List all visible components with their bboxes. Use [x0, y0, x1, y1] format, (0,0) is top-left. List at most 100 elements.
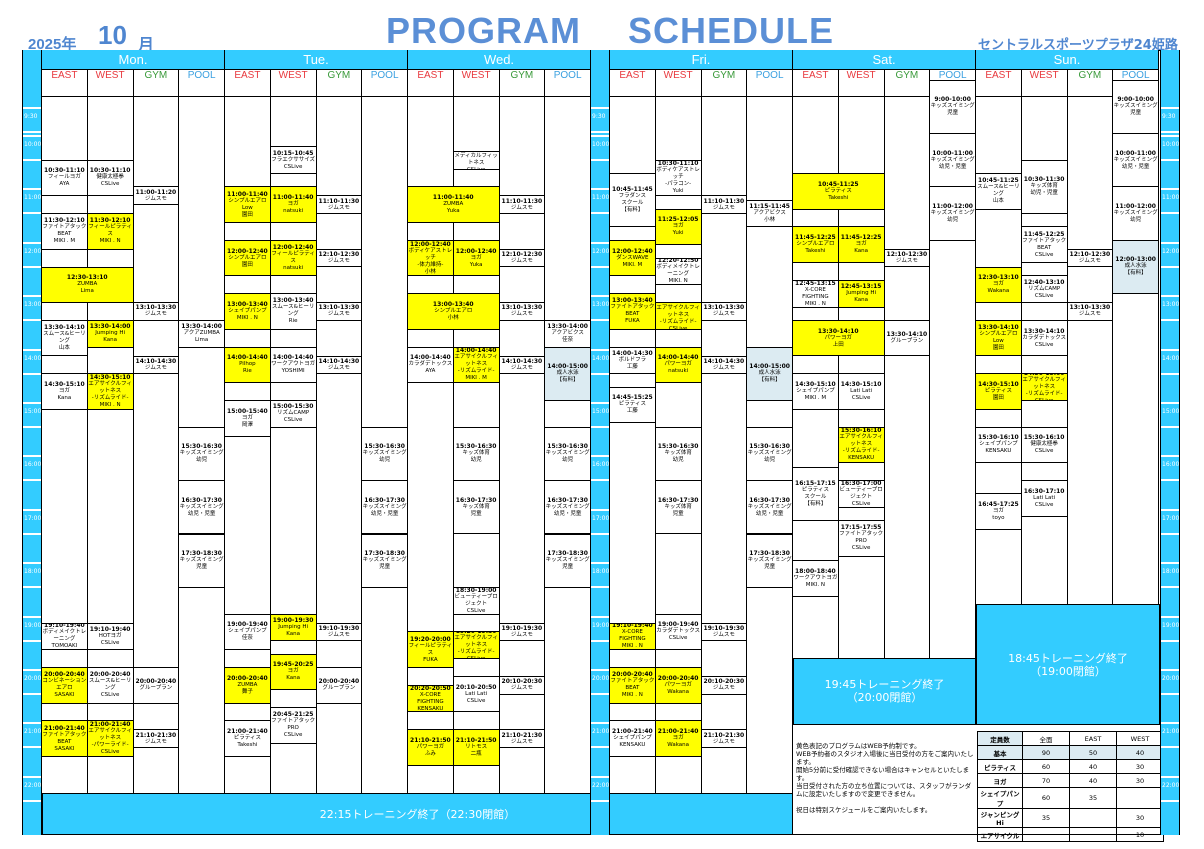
- class-cell[interactable]: 11:30-12:10 フィールピラティス MIKI . N: [86, 213, 134, 250]
- class-cell[interactable]: 15:00-15:30 リズムCAMP CSLive: [269, 400, 317, 428]
- class-cell[interactable]: 13:00-13:40 ファイトアタック BEAT FUKA: [609, 293, 656, 330]
- class-cell[interactable]: 14:00-14:40 エアサイクルフィットネス -リズムライド- MIKI . M: [452, 346, 500, 384]
- class-cell[interactable]: 13:00-13:40 シンプルエアロ 小林: [407, 293, 500, 330]
- class-cell[interactable]: 20:20-20:50 X-CORE FIGHTING KENSAKU: [407, 684, 454, 713]
- class-cell[interactable]: 14:00-14:40 カラダデトックス AYA: [407, 346, 454, 384]
- class-cell[interactable]: 14:00-14:30 ボルドフラ 工藤: [609, 346, 656, 375]
- class-cell[interactable]: 19:45-20:25 ヨガ Kana: [269, 653, 317, 691]
- class-cell[interactable]: 16:30-17:10 Lati Lati CSLive: [1020, 480, 1068, 517]
- class-cell[interactable]: 21:00-21:40 ピラティス Takeshi: [224, 720, 271, 757]
- class-cell[interactable]: 12:10-12:30 ジムスモ: [1066, 248, 1114, 268]
- class-cell[interactable]: 13:30-14:10 スムース&ヒーリング 山本: [41, 319, 88, 357]
- class-cell[interactable]: 9:00-10:00 キッズスイミング 児童: [1112, 79, 1159, 134]
- class-cell[interactable]: 20:00-20:40 グループラン: [132, 667, 180, 704]
- class-cell[interactable]: 21:10-21:50 パワーヨガ ふみ: [407, 729, 454, 766]
- class-cell[interactable]: 12:20-12:50 ボディメイクトレーニング MIKI. N: [654, 257, 702, 286]
- class-cell[interactable]: 15:30-16:10 シェイプパンプ KENSAKU: [975, 426, 1022, 464]
- class-cell[interactable]: 11:45-12:25 ファイトアタック BEAT CSLive: [1020, 226, 1068, 264]
- class-cell[interactable]: 17:30-18:30 キッズスイミング 児童: [544, 533, 591, 588]
- class-cell[interactable]: 11:00-11:40 シンプルエアロLow 園田: [224, 186, 271, 223]
- class-cell[interactable]: 12:00-13:00 成人水泳 【有料】: [1112, 239, 1159, 295]
- class-cell[interactable]: 11:30-12:10 ファイトアタック BEAT MIKI . M: [41, 213, 88, 250]
- class-cell[interactable]: 13:10-13:30 ジムスモ: [1066, 302, 1114, 321]
- class-cell[interactable]: 12:10-12:30 ジムスモ: [883, 248, 931, 268]
- class-cell[interactable]: 12:30-13:10 ZUMBA Lima: [41, 266, 134, 304]
- class-cell[interactable]: 12:00-12:40 フィールピラティス natsuki: [269, 239, 317, 277]
- class-cell[interactable]: 15:30-16:30 キッズスイミング 幼児: [178, 426, 225, 482]
- class-cell[interactable]: 20:10-20:30 ジムスモ: [700, 675, 748, 695]
- class-cell[interactable]: 16:30-17:30 キッズスイミング 幼児・児童: [746, 480, 793, 535]
- class-cell[interactable]: 9:00-10:00 キッズスイミング 児童: [929, 79, 976, 134]
- class-cell[interactable]: 14:30-15:10 エアサイクルフィットネス -リズムライド- MIKI . N: [86, 373, 134, 410]
- class-cell[interactable]: 10:20-10:40メディカルフィットネスCSLive: [452, 150, 500, 170]
- class-cell[interactable]: 21:00-21:40 ファイトアタック BEAT SASAKI: [41, 720, 88, 757]
- class-cell[interactable]: 12:40-13:10 リズムCAMP CSLive: [1020, 275, 1068, 304]
- class-cell[interactable]: 11:00-11:20 ジムスモ: [132, 186, 180, 206]
- class-cell[interactable]: 13:30-14:00 アクアビクス 佳奈: [544, 319, 591, 348]
- class-cell[interactable]: 20:45-21:25 ファイトアタック PRO CSLive: [269, 707, 317, 744]
- class-cell[interactable]: 15:30-16:30 キッズスイミング 幼児: [746, 426, 793, 482]
- class-cell[interactable]: 11:00-12:00 キッズスイミング 幼児: [929, 186, 976, 241]
- class-cell[interactable]: 13:10-13:30 ジムスモ: [498, 302, 546, 321]
- class-cell[interactable]: 10:30-11:10 ボディケアストレッチ -パラコン- Yuki: [654, 159, 702, 197]
- class-cell[interactable]: 20:00-20:40 パワーヨガ Wakana: [654, 667, 702, 704]
- class-cell[interactable]: 10:00-11:00 キッズスイミング 幼児・児童: [929, 133, 976, 188]
- class-cell[interactable]: 16:30-17:30 キッズ体育 児童: [452, 480, 500, 535]
- class-cell[interactable]: 14:30-15:10 Lati Lati CSLive: [837, 373, 885, 410]
- class-cell[interactable]: 14:00-14:40 Pilhop Rie: [224, 346, 271, 384]
- class-cell[interactable]: 11:10-11:30 ジムスモ: [498, 195, 546, 215]
- class-cell[interactable]: 14:00-14:40 パワーヨガ natsuki: [654, 346, 702, 384]
- class-cell[interactable]: 14:30-15:10 ピラティス 園田: [975, 373, 1022, 410]
- class-cell[interactable]: 14:10-14:30 ジムスモ: [700, 355, 748, 375]
- class-cell[interactable]: 19:10-19:40 HOTヨガ CSLive: [86, 622, 134, 651]
- class-cell[interactable]: 14:10-14:30 ジムスモ: [315, 355, 363, 375]
- class-cell[interactable]: 13:10-13:30 ジムスモ: [132, 302, 180, 321]
- class-cell[interactable]: 11:00-11:40 ヨガ natsuki: [269, 186, 317, 223]
- class-cell[interactable]: 16:45-17:25 ヨガ toyo: [975, 493, 1022, 531]
- class-cell[interactable]: 17:30-18:30 キッズスイミング 児童: [178, 533, 225, 588]
- class-cell[interactable]: 17:30-18:30 キッズスイミング 児童: [361, 533, 408, 588]
- class-cell[interactable]: 16:30-17:30 キッズスイミング 幼児・児童: [544, 480, 591, 535]
- class-cell[interactable]: 10:30-11:30 キッズ体育 幼児・児童: [1020, 159, 1068, 215]
- class-cell[interactable]: 16:30-17:30 キッズスイミング 幼児・児童: [178, 480, 225, 535]
- class-cell[interactable]: 19:00-19:30 Jumping Hi Kana: [269, 613, 317, 642]
- class-cell[interactable]: 14:30-15:00エアサイクルフィットネス-リズムライド-CSLive: [1020, 373, 1068, 401]
- class-cell[interactable]: 19:10-19:30 ジムスモ: [315, 622, 363, 642]
- class-cell[interactable]: 11:00-11:40 ZUMBA Yuka: [407, 186, 500, 223]
- class-cell[interactable]: 11:00-12:00 キッズスイミング 幼児: [1112, 186, 1159, 241]
- class-cell[interactable]: 14:10-14:30 ジムスモ: [498, 355, 546, 375]
- class-cell[interactable]: 21:10-21:30 ジムスモ: [498, 729, 546, 749]
- class-cell[interactable]: 10:00-11:00 キッズスイミング 幼児・児童: [1112, 133, 1159, 188]
- class-cell[interactable]: 14:00-15:00 成人水泳 【有料】: [544, 346, 591, 401]
- class-cell[interactable]: 19:10-19:40 ボディメイクトレーニング TOMOAKI: [41, 622, 88, 651]
- class-cell[interactable]: 13:10-13:30 ジムスモ: [700, 302, 748, 321]
- class-cell[interactable]: 14:00-15:00 成人水泳 【有料】: [746, 346, 793, 401]
- class-cell[interactable]: 13:00-13:40 スムース&ヒーリング Rie: [269, 293, 317, 330]
- class-cell[interactable]: 16:30-17:30 キッズ体育 児童: [654, 480, 702, 535]
- class-cell[interactable]: 21:10-21:30 ジムスモ: [132, 729, 180, 749]
- class-cell[interactable]: 15:30-16:30 キッズスイミング 幼児: [361, 426, 408, 482]
- class-cell[interactable]: 14:45-15:25 ピラティス 工藤: [609, 386, 656, 424]
- class-cell[interactable]: 19:00-19:40 シェイプパンプ 佳奈: [224, 613, 271, 651]
- class-cell[interactable]: 14:00-14:40 ワークアウトヨガ YOSHIMI: [269, 346, 317, 384]
- class-cell[interactable]: 10:30-11:10 フィールヨガ AYA: [41, 159, 88, 197]
- class-cell[interactable]: 17:30-18:30 キッズスイミング 児童: [746, 533, 793, 588]
- class-cell[interactable]: 12:30-13:10 ヨガ Wakana: [975, 266, 1022, 304]
- class-cell[interactable]: 19:10-19:40 X-CORE FIGHTING MIKI . N: [609, 622, 656, 651]
- class-cell[interactable]: 21:10-21:30 ジムスモ: [700, 729, 748, 749]
- class-cell[interactable]: 17:15-17:55 ファイトアタック PRO CSLive: [837, 520, 885, 557]
- class-cell[interactable]: 20:00-20:40 グループラン: [315, 667, 363, 704]
- class-cell[interactable]: 14:10-14:30 ジムスモ: [132, 355, 180, 375]
- class-cell[interactable]: 13:00-13:40 シェイプパンプ MIKI . N: [224, 293, 271, 330]
- class-cell[interactable]: 12:00-12:40 ヨガ Yuka: [452, 239, 500, 277]
- class-cell[interactable]: 19:10-19:30 ジムスモ: [700, 622, 748, 642]
- class-cell[interactable]: 13:30-14:10 パワーヨガ 上田: [792, 319, 885, 357]
- class-cell[interactable]: 20:00-20:40 スムース&ヒーリング CSLive: [86, 667, 134, 704]
- class-cell[interactable]: 14:30-15:10 ヨガ Kana: [41, 373, 88, 410]
- class-cell[interactable]: 10:15-10:45 フラエクササイズ CSLive: [269, 146, 317, 175]
- class-cell[interactable]: 12:10-12:30 ジムスモ: [498, 248, 546, 268]
- class-cell[interactable]: 11:45-12:25 ヨガ Kana: [837, 226, 885, 264]
- class-cell[interactable]: 11:10-11:30 ジムスモ: [700, 195, 748, 215]
- class-cell[interactable]: 18:00-18:40 ワークアウトヨガ MIKI. N: [792, 560, 839, 597]
